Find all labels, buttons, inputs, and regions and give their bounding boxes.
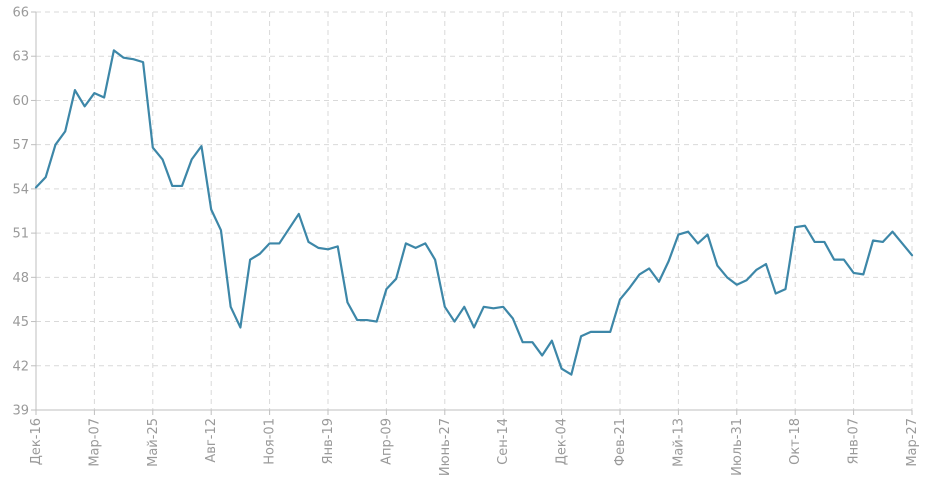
y-tick-label: 66 (12, 6, 29, 21)
series-group (34, 49, 914, 376)
y-tick-label: 60 (12, 94, 29, 109)
x-axis-ticks: Дек-16 Мар-07 Май-25 Авг-12 Ноя-01 Янв-19 Апр-… (29, 410, 920, 476)
x-tick-label: Янв-19 (321, 418, 336, 464)
y-tick-label: 39 (12, 404, 29, 419)
y-tick-label: 51 (12, 227, 29, 242)
y-gridlines (36, 11, 912, 367)
series-line (34, 49, 914, 376)
y-tick-label: 57 (12, 138, 29, 153)
x-tick-label: Май-25 (146, 418, 161, 467)
x-tick-label: Янв-07 (847, 418, 862, 464)
x-tick-label: Мар-27 (905, 418, 920, 467)
x-tick-label: Мар-07 (87, 418, 102, 467)
x-tick-label: Май-13 (671, 418, 686, 467)
y-tick-label: 48 (12, 271, 29, 286)
y-tick-label: 54 (12, 182, 29, 197)
y-tick-label: 63 (12, 50, 29, 65)
x-tick-label: Дек-16 (29, 418, 44, 465)
x-tick-label: Окт-18 (788, 418, 803, 465)
x-tick-label: Ноя-01 (263, 418, 278, 465)
x-tick-label: Апр-09 (379, 418, 394, 465)
x-tick-label: Июнь-27 (438, 418, 453, 476)
x-gridlines (93, 12, 913, 410)
y-tick-label: 45 (12, 315, 29, 330)
x-tick-label: Авг-12 (204, 418, 219, 463)
x-tick-label: Июль-31 (730, 418, 745, 476)
y-tick-label: 42 (12, 359, 29, 374)
x-tick-label: Фев-21 (613, 418, 628, 466)
x-tick-label: Дек-04 (555, 418, 570, 465)
y-axis-ticks: 39 42 45 48 51 54 57 60 63 66 (12, 6, 36, 419)
x-tick-label: Сен-14 (496, 418, 511, 465)
